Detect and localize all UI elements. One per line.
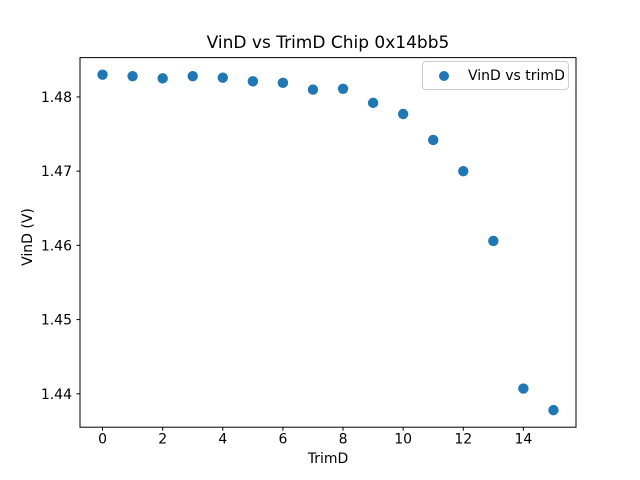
x-tick-label: 0 xyxy=(98,432,107,448)
scatter-point xyxy=(277,77,289,89)
scatter-point xyxy=(337,83,349,94)
scatter-point xyxy=(307,84,319,95)
scatter-point xyxy=(428,134,439,146)
y-tick-label: 1.44 xyxy=(41,387,72,403)
scatter-point xyxy=(458,165,469,177)
scatter-point xyxy=(548,404,559,416)
x-tick-label: 6 xyxy=(278,432,287,448)
x-tick-label: 4 xyxy=(218,432,227,448)
scatter-point xyxy=(157,73,168,84)
scatter-point xyxy=(488,235,499,247)
scatter-point xyxy=(367,97,379,109)
scatter-point xyxy=(397,108,409,120)
x-tick-label: 12 xyxy=(454,432,472,448)
legend: VinD vs trimD xyxy=(422,61,569,90)
y-axis-label: VinD (V) xyxy=(20,208,36,266)
legend-label: VinD vs trimD xyxy=(468,67,565,84)
x-tick-label: 10 xyxy=(394,432,412,448)
axes-frame xyxy=(79,57,577,428)
y-tick-label: 1.48 xyxy=(41,90,72,106)
scatter-point xyxy=(187,70,198,82)
y-tick-label: 1.45 xyxy=(41,313,72,329)
x-tick-label: 14 xyxy=(514,432,532,448)
scatter-point xyxy=(217,72,228,83)
scatter-point xyxy=(518,383,529,394)
scatter-point xyxy=(127,70,138,82)
scatter-point xyxy=(247,76,259,87)
chart-title: VinD vs TrimD Chip 0x14bb5 xyxy=(206,33,450,53)
x-tick-label: 2 xyxy=(158,432,167,448)
x-tick-label: 8 xyxy=(339,432,348,448)
legend-marker-icon xyxy=(439,70,449,81)
scatter-point xyxy=(97,69,108,80)
x-axis-label: TrimD xyxy=(307,451,349,467)
y-tick-label: 1.46 xyxy=(41,238,72,254)
y-tick-label: 1.47 xyxy=(41,164,72,180)
